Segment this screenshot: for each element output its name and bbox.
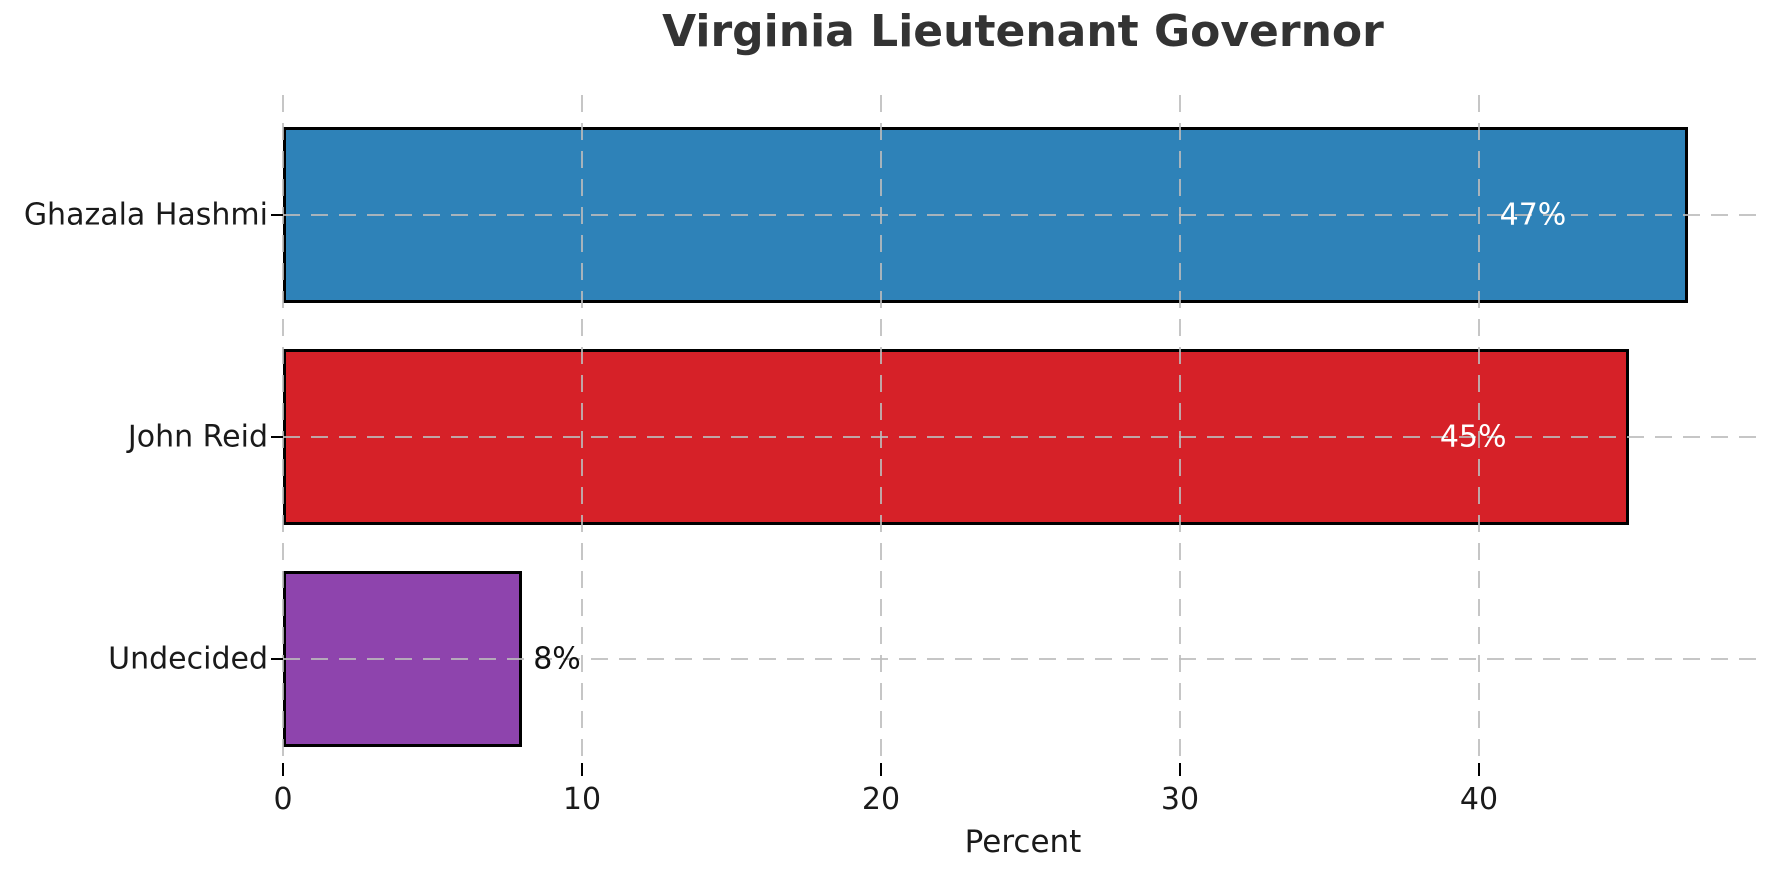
gridline-vertical [880,95,882,763]
x-axis-tick-label: 10 [562,782,602,817]
value-label: 47% [1499,197,1567,233]
value-label: 45% [1439,419,1507,455]
x-axis-tick-label: 0 [273,782,293,817]
chart-title: Virginia Lieutenant Governor [662,6,1384,57]
gridline-vertical [1179,95,1181,763]
gridline-vertical [282,95,284,763]
gridline-horizontal [283,436,1763,438]
y-tick-mark [271,214,283,216]
category-label: Undecided [108,641,268,677]
x-tick-mark [1179,763,1181,776]
x-tick-mark [581,763,583,776]
x-axis-tick-label: 30 [1160,782,1200,817]
gridline-vertical [581,95,583,763]
x-axis-label: Percent [964,824,1082,860]
x-tick-mark [282,763,284,776]
category-label: Ghazala Hashmi [23,197,268,233]
category-label: John Reid [127,419,268,455]
x-tick-mark [880,763,882,776]
y-tick-mark [271,436,283,438]
x-axis-tick-label: 40 [1459,782,1499,817]
value-label: 8% [533,641,581,677]
gridline-horizontal [283,658,1763,660]
gridline-vertical [1478,95,1480,763]
x-tick-mark [1478,763,1480,776]
gridline-horizontal [283,214,1763,216]
x-axis-tick-label: 20 [861,782,901,817]
y-tick-mark [271,658,283,660]
